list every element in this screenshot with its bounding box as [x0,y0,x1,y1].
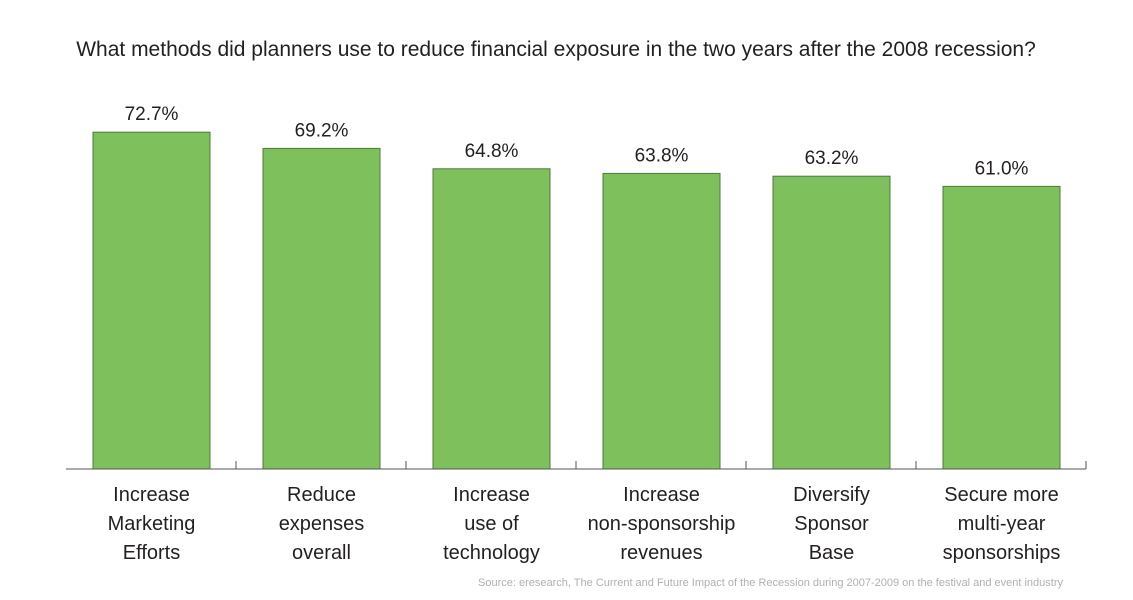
category-label: Increase use of technology [443,484,540,564]
bar [262,147,381,470]
x-axis [66,461,1087,470]
category-label: Increase Marketing Efforts [108,484,196,564]
value-label: 64.8% [465,141,519,162]
category-label-line: revenues [620,542,702,564]
category-label-line: non-sponsorship [588,513,736,535]
source-note: Source: eresearch, The Current and Futur… [478,577,1063,589]
category-label-line: Diversify [793,484,870,506]
value-label: 72.7% [125,104,179,125]
category-label: Secure more multi-year sponsorships [943,484,1061,564]
category-label-line: Marketing [108,513,196,535]
bars-group [92,131,1061,470]
category-label-line: Increase [453,484,530,506]
bar [772,175,891,470]
value-label: 63.8% [635,145,689,166]
category-label-line: expenses [279,513,365,535]
category-label-line: Base [809,542,855,564]
category-label: Increase non-sponsorship revenues [588,484,736,564]
bar [942,185,1061,470]
category-label-line: Sponsor [794,513,869,535]
bar [432,168,551,470]
bar [92,131,211,470]
chart-title: What methods did planners use to reduce … [76,38,1036,61]
category-label-line: Secure more [944,484,1059,506]
category-labels-group: Increase Marketing Efforts Reduce expenses ov… [108,484,1061,564]
category-label-line: overall [292,542,351,564]
category-label: Diversify Sponsor Base [793,484,870,564]
category-label-line: sponsorships [943,542,1061,564]
bar [602,172,721,470]
category-label-line: use of [464,513,519,535]
value-label: 61.0% [975,158,1029,179]
category-label-line: Increase [113,484,190,506]
category-label: Reduce expenses overall [279,484,365,564]
category-label-line: Efforts [123,542,180,564]
category-label-line: technology [443,542,540,564]
category-label-line: Increase [623,484,700,506]
value-labels-group: 72.7% 69.2% 64.8% 63.8% 63.2% 61.0% [125,104,1029,179]
category-label-line: multi-year [958,513,1046,535]
value-label: 69.2% [295,120,349,141]
category-label-line: Reduce [287,484,356,506]
value-label: 63.2% [805,148,859,169]
